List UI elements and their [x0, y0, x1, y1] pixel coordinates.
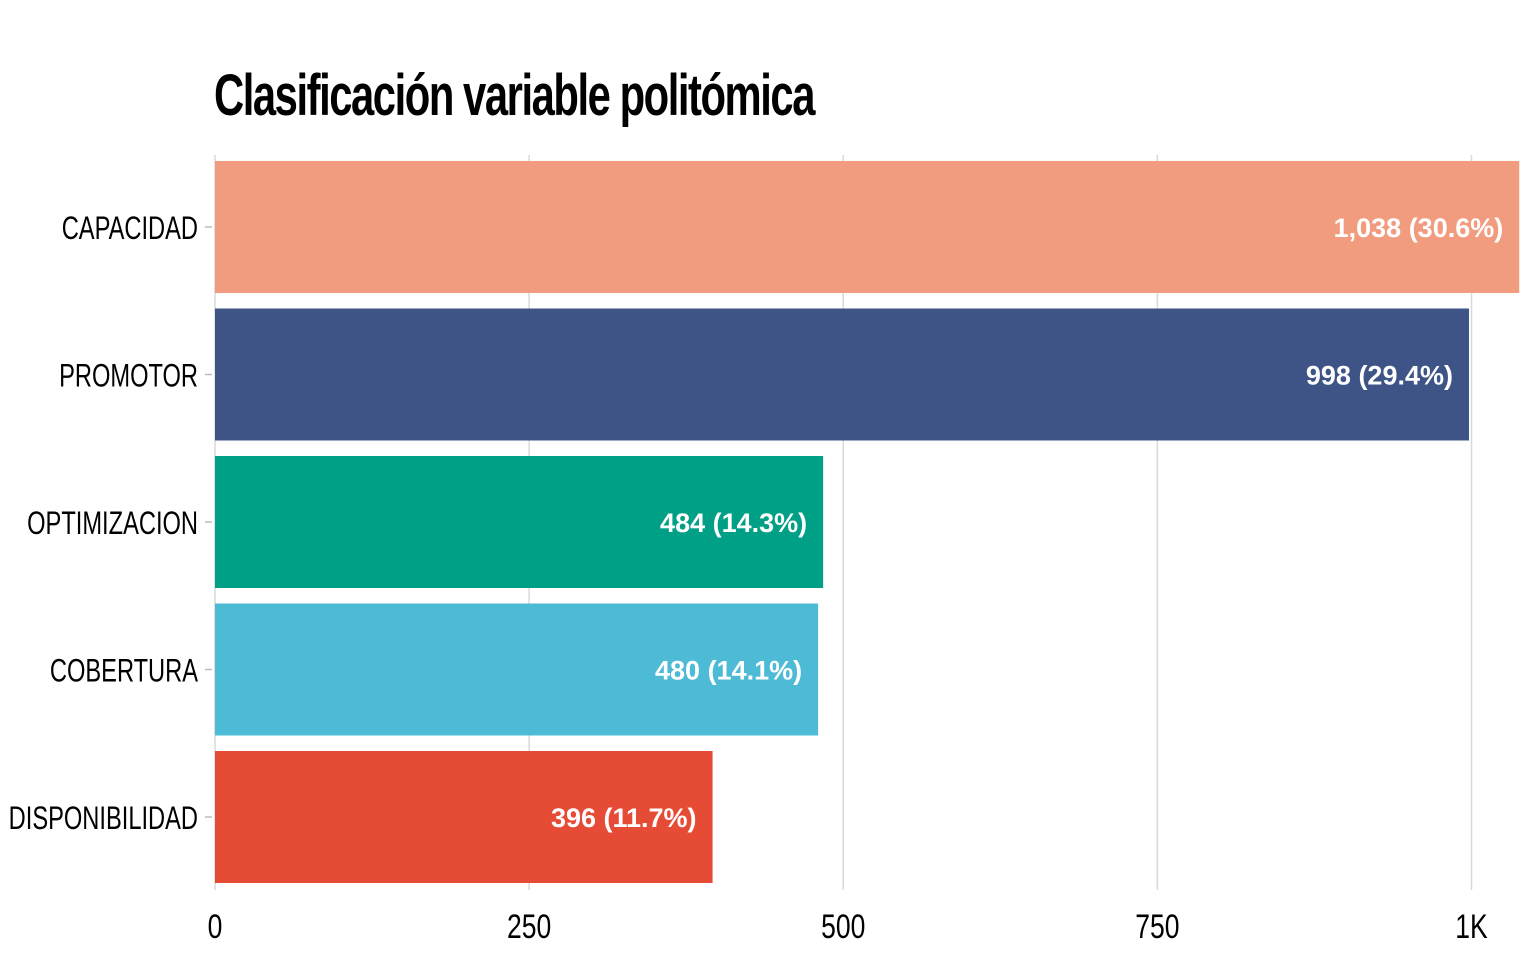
chart-title: Clasificación variable politómica [214, 63, 815, 128]
data-label: 484 (14.3%) [660, 508, 807, 538]
bar [215, 161, 1520, 293]
category-label: DISPONIBILIDAD [9, 801, 198, 836]
bar [215, 456, 824, 588]
category-label: CAPACIDAD [62, 211, 198, 246]
bar [215, 308, 1469, 441]
x-tick-label: 1K [1455, 908, 1487, 946]
category-label: COBERTURA [50, 653, 198, 688]
bars: 1,038 (30.6%) 998 (29.4%) 484 (14.3%) 480 (… [215, 161, 1520, 883]
y-ticks: CAPACIDAD PROMOTOR OPTIMIZACION COBERTURA DI… [9, 211, 212, 836]
x-tick-label: 500 [821, 908, 865, 946]
x-tick-label: 250 [507, 908, 551, 946]
data-label: 998 (29.4%) [1306, 361, 1453, 391]
bar [215, 751, 713, 883]
data-label: 396 (11.7%) [551, 803, 697, 833]
x-tick-label: 750 [1135, 908, 1179, 946]
data-label: 480 (14.1%) [655, 656, 802, 686]
category-label: OPTIMIZACION [27, 506, 198, 541]
x-ticks: 0 250 500 750 1K [208, 908, 1488, 946]
data-label: 1,038 (30.6%) [1334, 213, 1504, 243]
bar [215, 603, 819, 736]
category-label: PROMOTOR [59, 358, 198, 393]
x-tick-label: 0 [208, 908, 223, 946]
